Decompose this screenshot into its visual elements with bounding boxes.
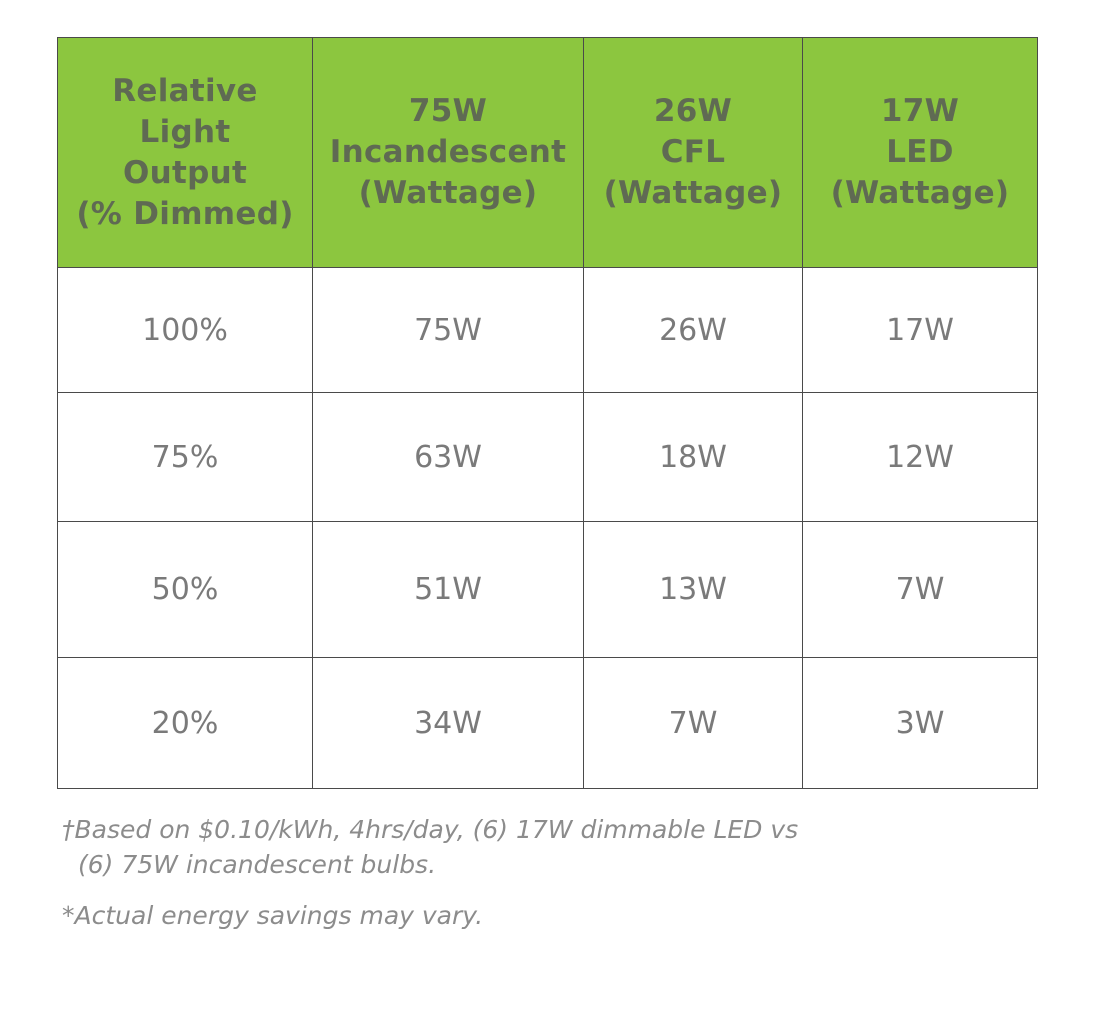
cell-led-wattage: 12W xyxy=(802,392,1038,522)
cell-incandescent-wattage: 34W xyxy=(312,657,584,789)
cell-dimmed-percent: 75% xyxy=(57,392,313,522)
header-text: LED xyxy=(886,134,954,170)
header-text: (Wattage) xyxy=(603,175,783,211)
header-row: Relative Light Output (% Dimmed) 75W Inc… xyxy=(57,37,1038,268)
cell-cfl-wattage: 7W xyxy=(583,657,803,789)
header-cfl: 26W CFL (Wattage) xyxy=(583,37,803,268)
header-text: 26W xyxy=(653,93,733,129)
cell-dimmed-percent: 100% xyxy=(57,267,313,393)
header-text: (Wattage) xyxy=(358,175,538,211)
cell-dimmed-percent: 50% xyxy=(57,521,313,658)
table-row: 20% 34W 7W 3W xyxy=(57,657,1038,789)
header-text: CFL xyxy=(660,134,726,170)
header-text: (% Dimmed) xyxy=(76,195,294,232)
header-text: (Wattage) xyxy=(830,175,1010,211)
header-text: 17W xyxy=(880,93,960,129)
footnote-basis-continued: (6) 75W incandescent bulbs. xyxy=(78,850,437,879)
cell-incandescent-wattage: 75W xyxy=(312,267,584,393)
cell-led-wattage: 7W xyxy=(802,521,1038,658)
cell-incandescent-wattage: 51W xyxy=(312,521,584,658)
footnotes: †Based on $0.10/kWh, 4hrs/day, (6) 17W d… xyxy=(62,812,1022,933)
header-incandescent: 75W Incandescent (Wattage) xyxy=(312,37,584,268)
footnote-disclaimer: *Actual energy savings may vary. xyxy=(62,901,484,930)
header-text: Incandescent xyxy=(329,134,567,170)
header-text: 75W xyxy=(408,93,488,129)
wattage-comparison-table: Relative Light Output (% Dimmed) 75W Inc… xyxy=(57,37,1038,789)
cell-cfl-wattage: 18W xyxy=(583,392,803,522)
header-text: Output xyxy=(122,154,248,191)
cell-led-wattage: 3W xyxy=(802,657,1038,789)
cell-dimmed-percent: 20% xyxy=(57,657,313,789)
footnote-basis: †Based on $0.10/kWh, 4hrs/day, (6) 17W d… xyxy=(62,815,799,844)
wattage-comparison-table-container: Relative Light Output (% Dimmed) 75W Inc… xyxy=(57,37,1038,789)
header-text: Light xyxy=(139,113,231,150)
table-row: 75% 63W 18W 12W xyxy=(57,392,1038,522)
cell-led-wattage: 17W xyxy=(802,267,1038,393)
header-relative-light-output: Relative Light Output (% Dimmed) xyxy=(57,37,313,268)
cell-incandescent-wattage: 63W xyxy=(312,392,584,522)
cell-cfl-wattage: 13W xyxy=(583,521,803,658)
header-text: Relative xyxy=(112,72,258,109)
table-row: 50% 51W 13W 7W xyxy=(57,521,1038,658)
cell-cfl-wattage: 26W xyxy=(583,267,803,393)
table-row: 100% 75W 26W 17W xyxy=(57,267,1038,393)
header-led: 17W LED (Wattage) xyxy=(802,37,1038,268)
